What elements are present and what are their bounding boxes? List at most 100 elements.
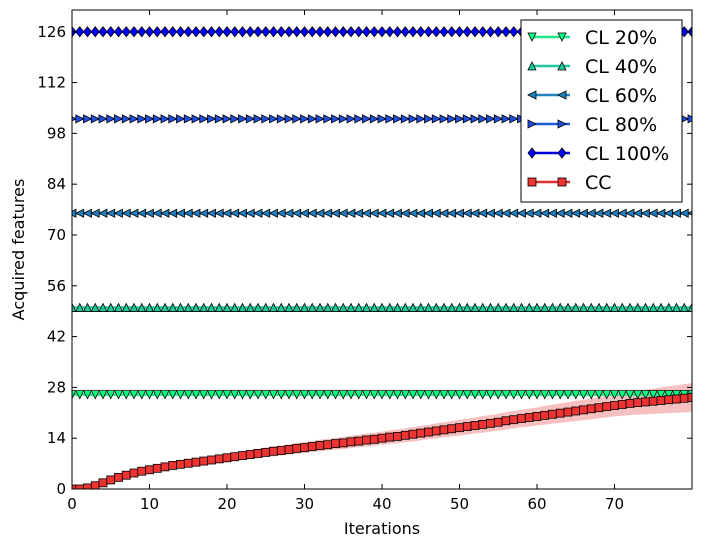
legend-item: CC — [527, 172, 612, 194]
data-point — [230, 114, 240, 124]
legend-marker — [557, 32, 567, 42]
data-point — [292, 390, 302, 400]
data-point — [361, 208, 371, 218]
data-point — [672, 394, 681, 404]
data-point — [229, 208, 240, 218]
data-point — [199, 114, 209, 124]
data-point — [237, 208, 247, 218]
data-point — [369, 208, 379, 218]
data-point — [245, 114, 256, 124]
data-point — [292, 443, 302, 453]
data-point — [183, 302, 193, 312]
data-point — [501, 26, 511, 38]
data-point — [346, 26, 356, 38]
data-point — [191, 390, 201, 400]
data-point — [245, 390, 255, 400]
data-point — [346, 437, 356, 447]
data-point — [299, 390, 310, 400]
data-point — [176, 459, 185, 469]
data-point — [322, 208, 333, 218]
data-point — [632, 208, 643, 218]
data-point — [206, 208, 216, 218]
data-point — [121, 114, 132, 124]
data-point — [509, 26, 519, 38]
data-point — [431, 302, 441, 312]
data-point — [361, 390, 372, 400]
data-point — [72, 484, 77, 489]
data-point — [439, 425, 449, 435]
data-point — [237, 26, 248, 38]
data-point — [594, 302, 604, 312]
data-point — [315, 302, 325, 312]
data-point — [183, 208, 193, 218]
legend-label: CL 40% — [585, 56, 657, 78]
data-point — [555, 408, 565, 418]
data-point — [656, 302, 666, 312]
data-point — [72, 390, 77, 400]
series-cc — [72, 393, 692, 489]
data-point — [454, 302, 465, 312]
data-point — [144, 302, 155, 312]
data-point — [284, 26, 294, 38]
data-point — [485, 302, 496, 312]
data-point — [431, 26, 441, 38]
data-point — [447, 302, 457, 312]
legend-marker — [527, 147, 537, 159]
data-point — [183, 390, 193, 400]
data-point — [168, 114, 178, 124]
data-point — [400, 114, 411, 124]
data-point — [501, 390, 511, 400]
data-point — [493, 390, 503, 400]
data-point — [408, 208, 418, 218]
series-cl-20- — [72, 390, 692, 400]
data-point — [455, 114, 465, 124]
data-point — [168, 461, 178, 470]
data-point — [563, 407, 573, 417]
data-point — [276, 390, 286, 400]
data-point — [578, 390, 589, 400]
data-point — [578, 208, 588, 218]
data-point — [346, 114, 356, 124]
y-tick-label: 42 — [47, 328, 66, 346]
legend-frame — [520, 19, 683, 203]
data-point — [493, 114, 504, 124]
data-point — [113, 390, 124, 400]
data-point — [338, 390, 348, 400]
data-point — [168, 302, 178, 312]
data-point — [470, 208, 480, 218]
data-point — [509, 114, 519, 124]
data-point — [516, 390, 527, 400]
data-point — [346, 302, 356, 312]
data-point — [640, 390, 651, 400]
data-point — [121, 302, 131, 312]
data-point — [129, 468, 139, 478]
data-point — [331, 439, 340, 449]
data-point — [144, 208, 154, 218]
data-point — [268, 26, 279, 38]
data-point — [245, 26, 255, 38]
data-point — [214, 114, 225, 124]
data-point — [307, 302, 317, 312]
legend-marker — [527, 90, 537, 100]
data-point — [144, 26, 155, 38]
data-point — [446, 208, 457, 218]
legend-item: CL 40% — [527, 56, 657, 78]
data-point — [532, 208, 542, 218]
data-point — [648, 390, 658, 400]
data-point — [509, 302, 519, 312]
data-point — [284, 445, 294, 454]
data-point — [299, 208, 309, 218]
data-point — [245, 302, 255, 312]
data-point — [486, 114, 496, 124]
data-point — [462, 390, 472, 400]
data-point — [160, 26, 170, 38]
data-point — [586, 208, 596, 218]
y-tick-label: 70 — [47, 226, 66, 244]
data-point — [424, 427, 433, 437]
data-point — [269, 446, 278, 456]
data-point — [323, 390, 333, 400]
data-point — [633, 398, 643, 408]
data-point — [501, 302, 511, 312]
data-point — [679, 393, 689, 403]
data-point — [291, 208, 302, 218]
